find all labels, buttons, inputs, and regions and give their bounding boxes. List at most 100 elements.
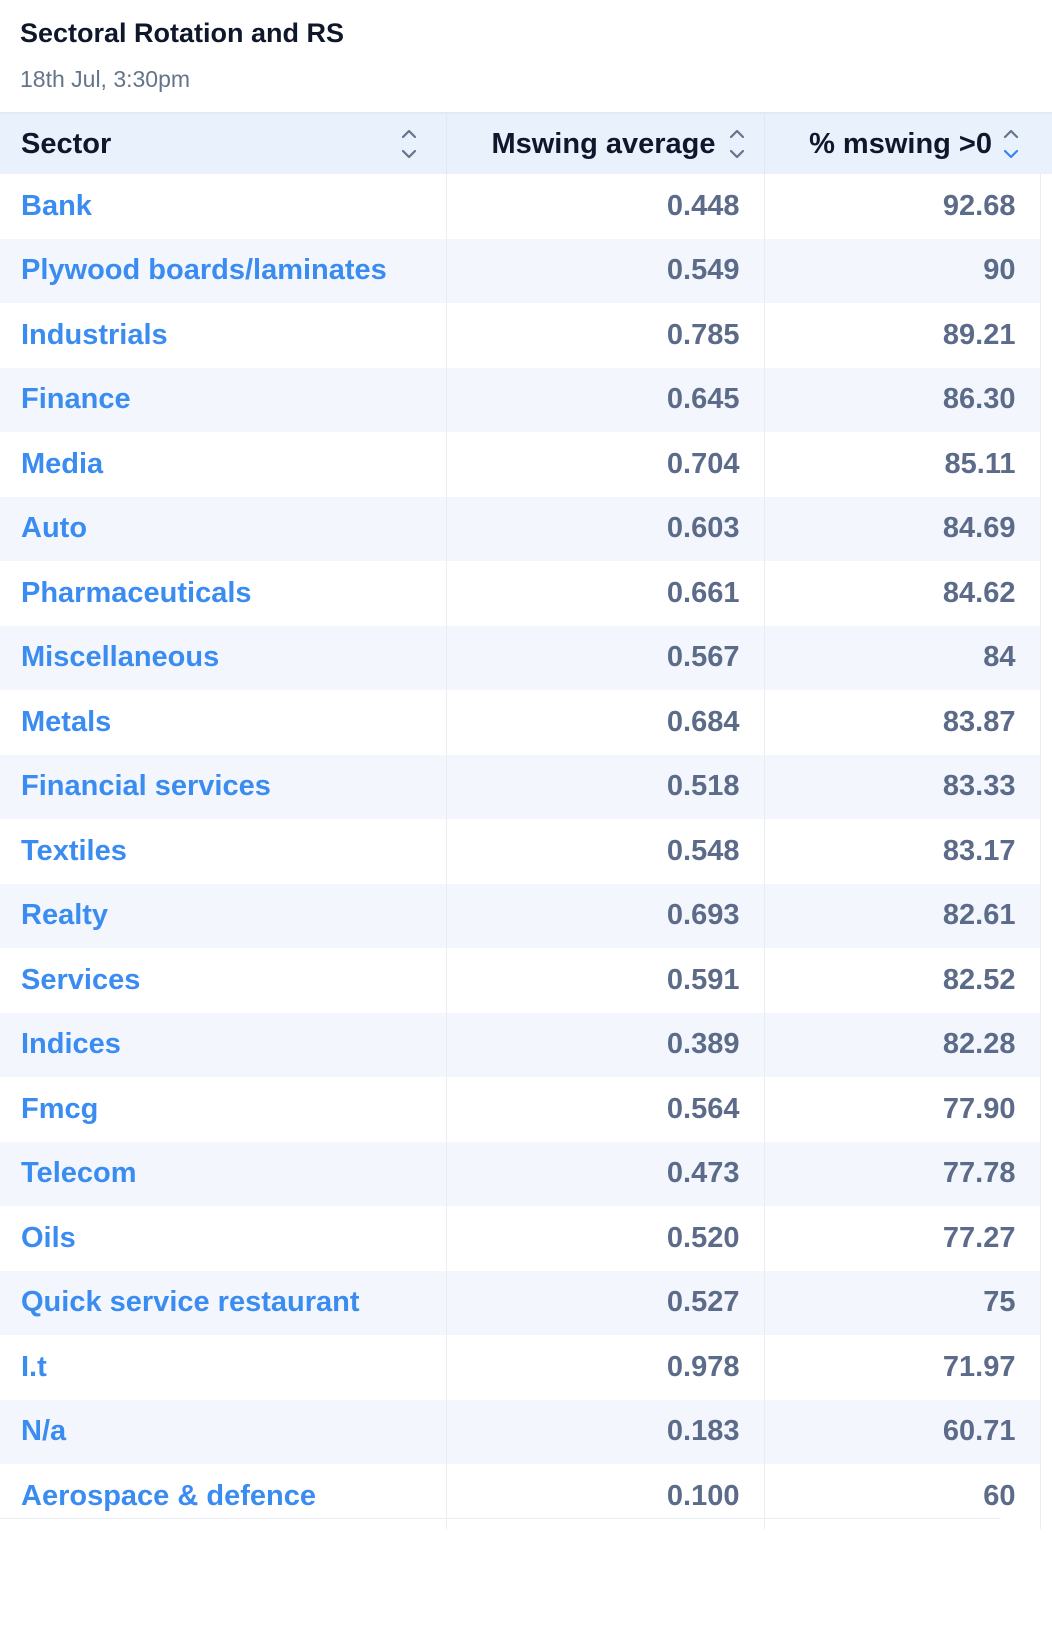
table-row: Realty 0.693 82.61	[0, 883, 1052, 948]
table-row: Indices 0.389 82.28	[0, 1012, 1052, 1077]
column-header-sector[interactable]: Sector	[0, 114, 446, 174]
sector-link[interactable]: Textiles	[21, 834, 127, 867]
pct-mswing-value: 83.33	[763, 754, 1040, 819]
table-row: Auto 0.603 84.69	[0, 496, 1052, 561]
table-row: Aerospace & defence 0.100 60	[0, 1464, 1052, 1529]
table-row: Plywood boards/laminates 0.549 90	[0, 238, 1052, 303]
pct-mswing-value: 84.62	[763, 561, 1040, 626]
mswing-average-value: 0.564	[445, 1077, 764, 1142]
mswing-average-value: 0.645	[445, 367, 764, 432]
sector-link[interactable]: Financial services	[21, 770, 271, 803]
sector-link[interactable]: Telecom	[21, 1157, 137, 1190]
table-row: Services 0.591 82.52	[0, 948, 1052, 1013]
pct-mswing-value: 92.68	[763, 174, 1040, 239]
mswing-average-value: 0.548	[445, 819, 764, 884]
column-header-label: % mswing >0	[809, 127, 992, 160]
sector-link[interactable]: Pharmaceuticals	[21, 576, 252, 609]
pct-mswing-value: 85.11	[763, 432, 1040, 497]
table-row: Telecom 0.473 77.78	[0, 1141, 1052, 1206]
row-spacer	[1039, 754, 1052, 819]
mswing-average-value: 0.549	[445, 238, 764, 303]
mswing-average-value: 0.591	[445, 948, 764, 1013]
table-row: Metals 0.684 83.87	[0, 690, 1052, 755]
mswing-average-value: 0.567	[445, 625, 764, 690]
pct-mswing-value: 83.17	[763, 819, 1040, 884]
pct-mswing-value: 77.90	[763, 1077, 1040, 1142]
sector-link[interactable]: Bank	[21, 189, 92, 222]
table-row: I.t 0.978 71.97	[0, 1335, 1052, 1400]
pct-mswing-value: 77.78	[763, 1141, 1040, 1206]
pct-mswing-value: 60	[763, 1464, 1040, 1529]
row-spacer	[1039, 1270, 1052, 1335]
pct-mswing-value: 77.27	[763, 1206, 1040, 1271]
sector-link[interactable]: Finance	[21, 383, 131, 416]
table-row: Media 0.704 85.11	[0, 432, 1052, 497]
mswing-average-value: 0.603	[445, 496, 764, 561]
sector-link[interactable]: Aerospace & defence	[21, 1479, 316, 1512]
pct-mswing-value: 84.69	[763, 496, 1040, 561]
row-spacer	[1039, 883, 1052, 948]
header-divider	[0, 112, 1052, 114]
sector-link[interactable]: Auto	[21, 512, 88, 545]
column-header-mswing-average[interactable]: Mswing average	[445, 114, 764, 174]
table-row: Oils 0.520 77.27	[0, 1206, 1052, 1271]
table-row: N/a 0.183 60.71	[0, 1399, 1052, 1464]
row-spacer	[1039, 819, 1052, 884]
pct-mswing-value: 89.21	[763, 303, 1040, 368]
mswing-average-value: 0.183	[445, 1399, 764, 1464]
row-spacer	[1039, 690, 1052, 755]
mswing-average-value: 0.978	[445, 1335, 764, 1400]
sector-link[interactable]: Indices	[21, 1028, 121, 1061]
mswing-average-value: 0.704	[445, 432, 764, 497]
column-header-label: Mswing average	[491, 127, 716, 160]
header-spacer	[1040, 114, 1052, 174]
sort-icon[interactable]	[728, 128, 746, 160]
table-row: Finance 0.645 86.30	[0, 367, 1052, 432]
sector-link[interactable]: Oils	[21, 1221, 76, 1254]
sector-link[interactable]: Plywood boards/laminates	[21, 254, 387, 287]
column-header-label: Sector	[21, 127, 112, 160]
pct-mswing-value: 82.61	[763, 883, 1040, 948]
row-spacer	[1039, 303, 1052, 368]
pct-mswing-value: 60.71	[763, 1399, 1040, 1464]
row-spacer	[1039, 238, 1052, 303]
sector-link[interactable]: Fmcg	[21, 1092, 99, 1125]
column-header-pct-mswing[interactable]: % mswing >0	[763, 114, 1040, 174]
row-spacer	[1039, 174, 1052, 239]
sector-link[interactable]: Miscellaneous	[21, 641, 220, 674]
mswing-average-value: 0.389	[445, 1012, 764, 1077]
sector-link[interactable]: N/a	[21, 1415, 67, 1448]
table-row: Pharmaceuticals 0.661 84.62	[0, 561, 1052, 626]
row-spacer	[1039, 367, 1052, 432]
mswing-average-value: 0.693	[445, 883, 764, 948]
sector-link[interactable]: Metals	[21, 705, 112, 738]
table-row: Financial services 0.518 83.33	[0, 754, 1052, 819]
pct-mswing-value: 86.30	[763, 367, 1040, 432]
row-spacer	[1039, 561, 1052, 626]
table-row: Fmcg 0.564 77.90	[0, 1077, 1052, 1142]
row-spacer	[1039, 432, 1052, 497]
card-timestamp: 18th Jul, 3:30pm	[20, 66, 191, 92]
table-row: Miscellaneous 0.567 84	[0, 625, 1052, 690]
mswing-average-value: 0.684	[445, 690, 764, 755]
table-row: Industrials 0.785 89.21	[0, 303, 1052, 368]
sector-link[interactable]: Realty	[21, 899, 109, 932]
mswing-average-value: 0.661	[445, 561, 764, 626]
row-spacer	[1039, 1206, 1052, 1271]
card-title: Sectoral Rotation and RS	[20, 18, 345, 48]
sector-link[interactable]: I.t	[21, 1350, 47, 1383]
sector-link[interactable]: Media	[21, 447, 104, 480]
sector-link[interactable]: Services	[21, 963, 141, 996]
table-bottom-divider	[0, 1518, 1000, 1519]
mswing-average-value: 0.527	[445, 1270, 764, 1335]
sort-descending-icon[interactable]	[1002, 128, 1020, 160]
pct-mswing-value: 71.97	[763, 1335, 1040, 1400]
sort-icon[interactable]	[400, 128, 418, 160]
mswing-average-value: 0.518	[445, 754, 764, 819]
table-header-row: Sector Mswing average % mswing >0	[0, 114, 1052, 174]
sector-link[interactable]: Industrials	[21, 318, 168, 351]
row-spacer	[1039, 496, 1052, 561]
sector-link[interactable]: Quick service restaurant	[21, 1286, 360, 1319]
sector-table: Sector Mswing average % mswing >0	[0, 114, 1052, 1529]
